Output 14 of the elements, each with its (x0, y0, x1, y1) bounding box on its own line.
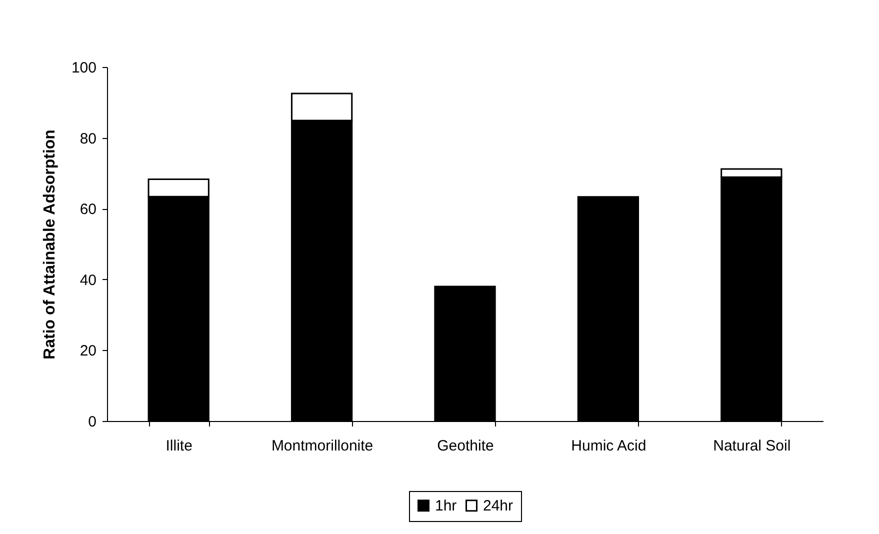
x-tick-label: Natural Soil (713, 438, 791, 454)
y-tick-label: 80 (80, 130, 96, 148)
y-axis-title: Ratio of Attainable Adsorption (41, 130, 58, 360)
legend-label: 24hr (483, 498, 514, 515)
y-tick-label: 20 (80, 342, 96, 360)
x-tick-label: Geothite (437, 438, 494, 454)
legend-label: 1hr (435, 498, 457, 515)
x-tick-label: Montmorillonite (271, 438, 374, 454)
y-tick-label: 100 (71, 60, 96, 76)
y-tick-label: 60 (80, 201, 96, 218)
y-tick-label: 40 (80, 272, 96, 289)
y-tick-label: 0 (88, 414, 96, 430)
x-tick-label: Humic Acid (571, 438, 646, 454)
x-tick-label: Illite (166, 438, 192, 454)
